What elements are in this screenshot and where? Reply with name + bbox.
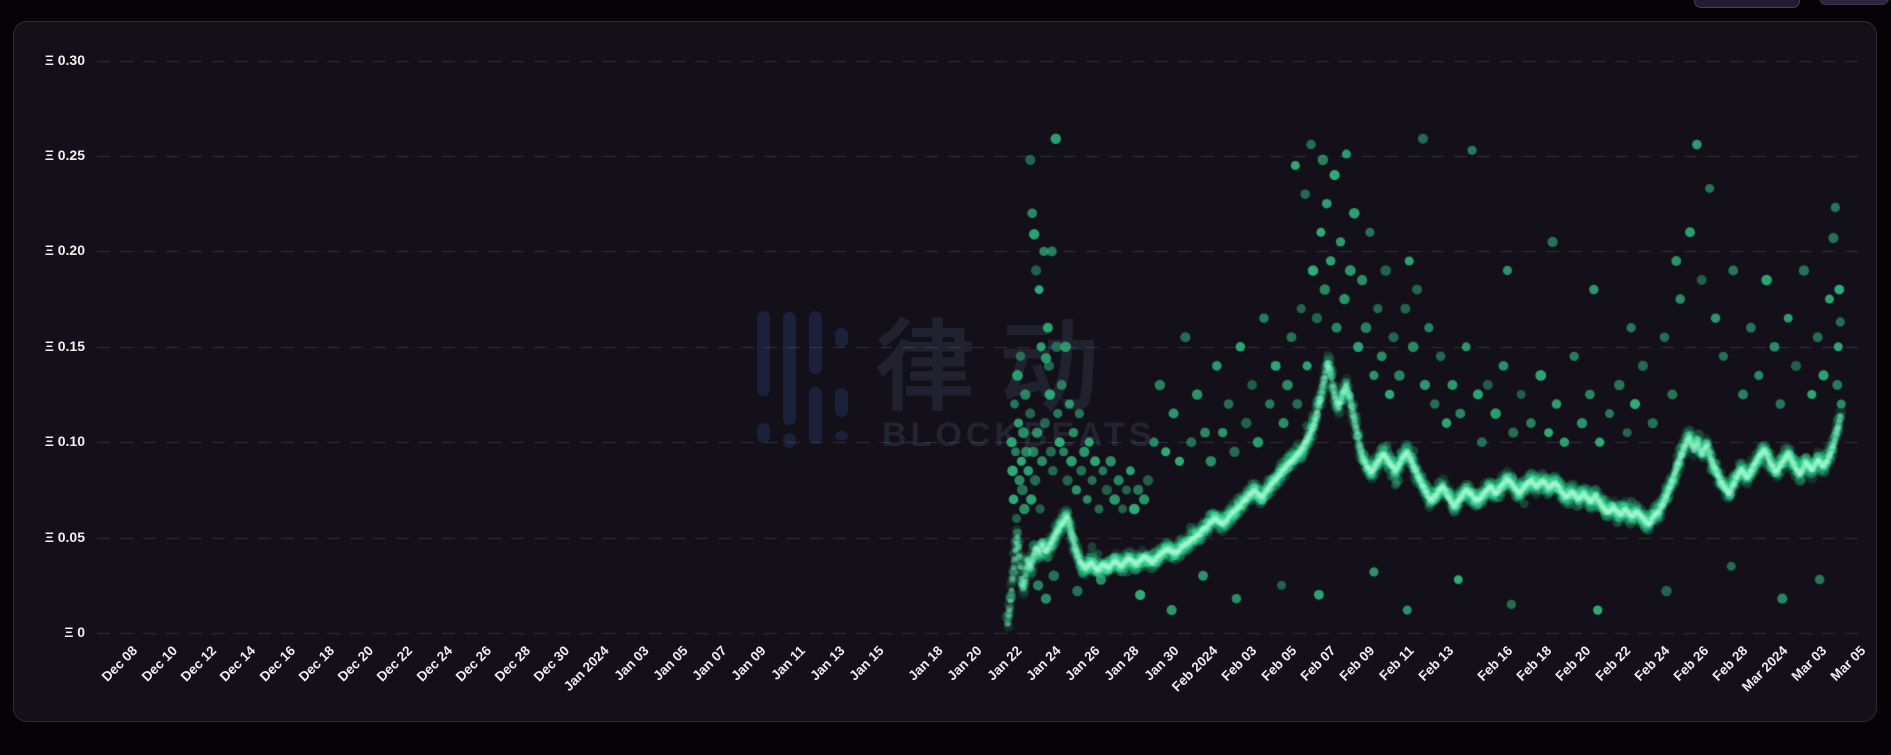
toolbar-button-right-partial[interactable] [1819, 0, 1889, 5]
y-tick-label: Ξ 0.30 [44, 51, 85, 68]
price-chart-panel: 律动 BLOCKBEATS Ξ 0.30Ξ 0.25Ξ 0.20Ξ 0.15Ξ … [13, 21, 1877, 722]
y-tick-label: Ξ 0 [64, 624, 85, 640]
y-tick-label: Ξ 0.05 [44, 528, 85, 545]
nft-price-scatter-canvas[interactable] [14, 22, 1876, 721]
y-tick-label: Ξ 0.25 [44, 147, 85, 163]
y-tick-label: Ξ 0.15 [44, 337, 85, 354]
y-tick-label: Ξ 0.10 [44, 433, 85, 450]
toolbar-button-left-partial[interactable] [1694, 0, 1800, 8]
y-tick-label: Ξ 0.20 [44, 242, 85, 259]
